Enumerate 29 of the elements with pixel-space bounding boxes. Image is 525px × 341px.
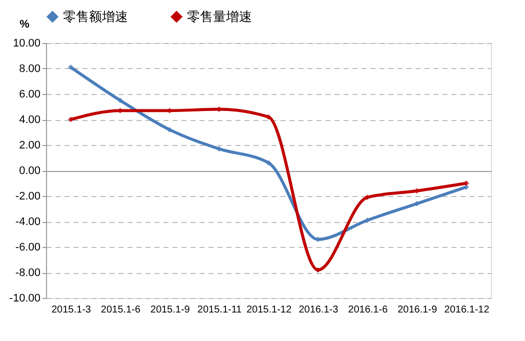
y-tick-label: 0.00 (19, 165, 40, 177)
y-tick-label: 10.00 (12, 38, 40, 50)
point (68, 64, 74, 70)
y-tick-label: 6.00 (19, 88, 40, 100)
y-tick-label: 4.00 (19, 114, 40, 126)
x-tick-label: 2016.1-12 (444, 304, 490, 316)
y-tick-label: -6.00 (15, 242, 40, 254)
x-tick-label: 2016.1-3 (298, 304, 339, 316)
y-tick-label: 8.00 (19, 63, 40, 75)
x-tick-label: 2016.1-9 (398, 304, 438, 316)
legend-label: 零售量增速 (187, 8, 252, 24)
point (266, 114, 272, 120)
x-tick-label: 2015.1-12 (246, 304, 292, 316)
x-tick-label: 2015.1-6 (100, 304, 141, 316)
point (464, 184, 470, 190)
point (166, 126, 172, 132)
x-tick-label: 2015.1-11 (197, 304, 242, 316)
y-axis-title: % (20, 18, 30, 30)
x-tick-label: 2015.1-3 (51, 304, 92, 316)
y-tick-label: 2.00 (19, 140, 40, 152)
y-tick-label: -10.00 (9, 292, 40, 304)
legend-label: 零售额增速 (63, 8, 128, 24)
point (266, 160, 272, 166)
x-tick-label: 2015.1-9 (150, 304, 190, 316)
y-tick-label: -4.00 (15, 216, 40, 228)
x-tick-label: 2016.1-6 (348, 304, 388, 316)
point (117, 98, 123, 104)
y-tick-label: -8.00 (15, 267, 40, 279)
y-tick-label: -2.00 (15, 190, 40, 202)
